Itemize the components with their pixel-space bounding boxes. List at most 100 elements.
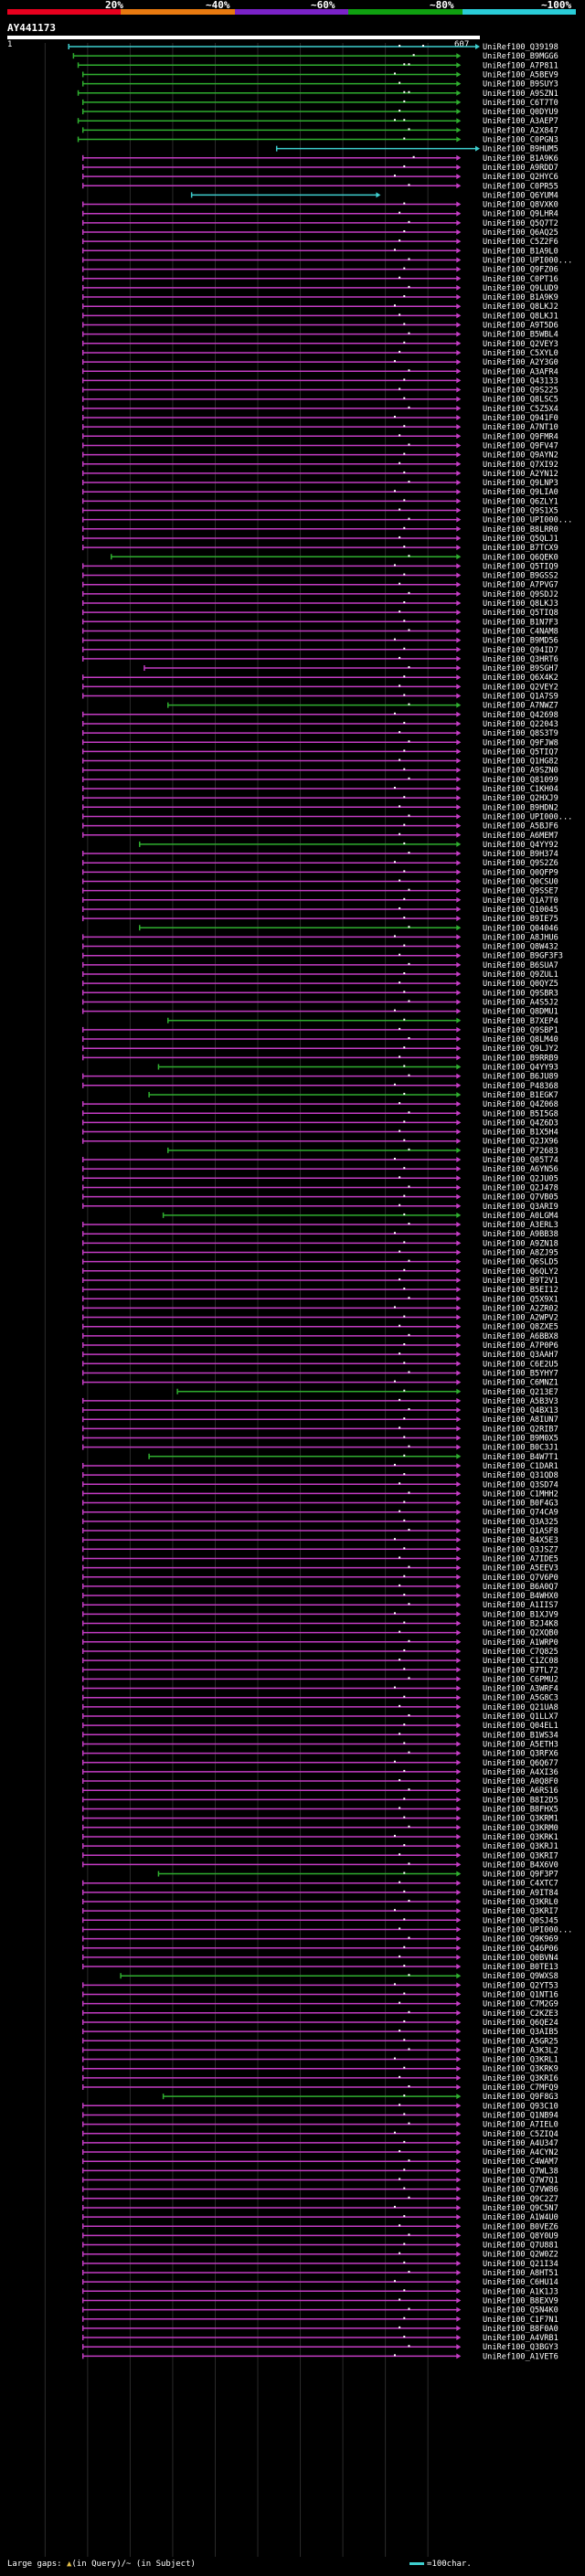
- hit-label[interactable]: UniRef100_A9SZN0: [483, 767, 558, 776]
- hit-row[interactable]: UniRef100_B1A9L0: [81, 247, 558, 256]
- hit-row[interactable]: UniRef100_B8FHX5: [81, 1806, 558, 1815]
- hit-row[interactable]: UniRef100_B7XEP4: [167, 1017, 558, 1026]
- hit-label[interactable]: UniRef100_Q7U881: [483, 2242, 558, 2251]
- hit-label[interactable]: UniRef100_Q9LIA0: [483, 488, 558, 497]
- hit-row[interactable]: UniRef100_B8I2D5: [81, 1796, 558, 1805]
- hit-row[interactable]: UniRef100_Q4YY92: [139, 841, 558, 850]
- hit-label[interactable]: UniRef100_A1K1J3: [483, 2287, 558, 2296]
- hit-label[interactable]: UniRef100_Q6ZLY1: [483, 497, 558, 506]
- hit-row[interactable]: UniRef100_B1XJV9: [81, 1610, 558, 1619]
- hit-label[interactable]: UniRef100_Q3KRJ1: [483, 1842, 558, 1851]
- hit-label[interactable]: UniRef100_A6BBX8: [483, 1332, 558, 1341]
- hit-label[interactable]: UniRef100_C6HU14: [483, 2278, 558, 2287]
- hit-label[interactable]: UniRef100_Q5TIQ7: [483, 747, 558, 757]
- hit-row[interactable]: UniRef100_A9ZN18: [81, 1239, 558, 1248]
- hit-row[interactable]: UniRef100_Q9SBR3: [81, 989, 558, 998]
- hit-row[interactable]: UniRef100_Q2J478: [81, 1183, 558, 1193]
- hit-label[interactable]: UniRef100_Q4Z068: [483, 1100, 558, 1109]
- hit-label[interactable]: UniRef100_Q3KRI7: [483, 1907, 558, 1916]
- hit-label[interactable]: UniRef100_Q0CSU0: [483, 878, 558, 887]
- hit-row[interactable]: UniRef100_B9RRB9: [81, 1054, 558, 1063]
- hit-label[interactable]: UniRef100_Q05T74: [483, 1156, 558, 1165]
- hit-label[interactable]: UniRef100_Q1LLX7: [483, 1712, 558, 1722]
- hit-label[interactable]: UniRef100_B9MD56: [483, 637, 558, 646]
- hit-row[interactable]: UniRef100_Q213E7: [176, 1388, 558, 1397]
- hit-row[interactable]: UniRef100_B7TL72: [81, 1666, 558, 1675]
- hit-label[interactable]: UniRef100_Q3RFX6: [483, 1750, 558, 1759]
- hit-label[interactable]: UniRef100_C0PGN3: [483, 136, 558, 145]
- hit-label[interactable]: UniRef100_B8LRR0: [483, 525, 558, 535]
- hit-label[interactable]: UniRef100_B6SUA7: [483, 961, 558, 970]
- hit-row[interactable]: UniRef100_B7TCX9: [81, 544, 558, 553]
- hit-label[interactable]: UniRef100_Q9FMR4: [483, 432, 558, 441]
- hit-row[interactable]: UniRef100_A2YN12: [81, 470, 558, 479]
- hit-label[interactable]: UniRef100_Q93C10: [483, 2102, 558, 2111]
- hit-label[interactable]: UniRef100_A6YN56: [483, 1165, 558, 1174]
- hit-label[interactable]: UniRef100_B8I2D5: [483, 1796, 558, 1805]
- hit-label[interactable]: UniRef100_Q5X9X1: [483, 1295, 558, 1304]
- hit-label[interactable]: UniRef100_A6RS16: [483, 1786, 558, 1796]
- hit-row[interactable]: UniRef100_B8LRR0: [81, 525, 558, 535]
- hit-label[interactable]: UniRef100_Q2W0Z2: [483, 2251, 558, 2260]
- hit-label[interactable]: UniRef100_Q0SJ45: [483, 1916, 558, 1925]
- hit-row[interactable]: UniRef100_Q9K969: [81, 1935, 558, 1945]
- hit-row[interactable]: UniRef100_Q9LHR4: [81, 210, 558, 219]
- hit-label[interactable]: UniRef100_B9RRB9: [483, 1054, 558, 1063]
- hit-label[interactable]: UniRef100_Q8VXK0: [483, 201, 558, 210]
- hit-row[interactable]: UniRef100_Q3KRK9: [81, 2065, 558, 2074]
- hit-label[interactable]: UniRef100_B0C3J1: [483, 1444, 558, 1453]
- hit-label[interactable]: UniRef100_B9T2V1: [483, 1277, 558, 1286]
- hit-label[interactable]: UniRef100_B8F0A0: [483, 2325, 558, 2334]
- hit-row[interactable]: UniRef100_A5BEV9: [81, 70, 558, 80]
- hit-label[interactable]: UniRef100_C5ZIQ4: [483, 2130, 558, 2139]
- hit-row[interactable]: UniRef100_C0PR55: [81, 182, 558, 191]
- hit-row[interactable]: UniRef100_UPI000...: [81, 812, 573, 822]
- hit-row[interactable]: UniRef100_A6MEM7: [81, 832, 558, 841]
- hit-label[interactable]: UniRef100_Q2HXJ9: [483, 794, 558, 803]
- hit-label[interactable]: UniRef100_Q21I34: [483, 2260, 558, 2269]
- hit-row[interactable]: UniRef100_B9IE75: [81, 915, 558, 924]
- hit-label[interactable]: UniRef100_C5Z2F6: [483, 238, 558, 247]
- hit-row[interactable]: UniRef100_C0PGN3: [77, 136, 558, 145]
- hit-label[interactable]: UniRef100_A3AEP7: [483, 117, 558, 126]
- hit-label[interactable]: UniRef100_Q8S3T9: [483, 729, 558, 738]
- hit-row[interactable]: UniRef100_Q9FZ06: [81, 266, 558, 275]
- hit-label[interactable]: UniRef100_B1N7F3: [483, 618, 558, 627]
- hit-row[interactable]: UniRef100_B9MD56: [81, 637, 558, 646]
- hit-label[interactable]: UniRef100_B9HUM5: [483, 145, 558, 154]
- hit-row[interactable]: UniRef100_Q3ARI9: [81, 1203, 558, 1212]
- hit-label[interactable]: UniRef100_Q3KRM1: [483, 1815, 558, 1824]
- hit-label[interactable]: UniRef100_A0Q8F0: [483, 1777, 558, 1786]
- hit-label[interactable]: UniRef100_Q3JSZ7: [483, 1545, 558, 1554]
- hit-row[interactable]: UniRef100_B0F4G3: [81, 1500, 558, 1509]
- hit-label[interactable]: UniRef100_Q9K969: [483, 1935, 558, 1945]
- hit-label[interactable]: UniRef100_B9M0X5: [483, 1435, 558, 1444]
- hit-label[interactable]: UniRef100_A7PVG7: [483, 581, 558, 590]
- hit-label[interactable]: UniRef100_C1KH04: [483, 785, 558, 794]
- hit-label[interactable]: UniRef100_B1A9L0: [483, 247, 558, 256]
- hit-label[interactable]: UniRef100_Q6SLD5: [483, 1258, 558, 1267]
- hit-label[interactable]: UniRef100_Q2XQB0: [483, 1629, 558, 1638]
- hit-label[interactable]: UniRef100_Q7V6P0: [483, 1574, 558, 1583]
- hit-label[interactable]: UniRef100_Q04046: [483, 924, 558, 933]
- hit-label[interactable]: UniRef100_Q2RIB7: [483, 1425, 558, 1434]
- hit-row[interactable]: UniRef100_Q6Q677: [81, 1759, 558, 1768]
- hit-row[interactable]: UniRef100_Q3AAH7: [81, 1351, 558, 1360]
- hit-row[interactable]: UniRef100_Q1A7T0: [81, 896, 558, 906]
- hit-label[interactable]: UniRef100_Q46P06: [483, 1945, 558, 1954]
- hit-label[interactable]: UniRef100_Q2JX96: [483, 1138, 558, 1147]
- hit-row[interactable]: UniRef100_Q7V6P0: [81, 1574, 558, 1583]
- hit-label[interactable]: UniRef100_B7TL72: [483, 1666, 558, 1675]
- hit-label[interactable]: UniRef100_B9IE75: [483, 915, 558, 924]
- hit-row[interactable]: UniRef100_B1WS34: [81, 1731, 558, 1740]
- hit-row[interactable]: UniRef100_B5I5G8: [81, 1109, 558, 1118]
- hit-row[interactable]: UniRef100_A3AEP7: [77, 117, 558, 126]
- hit-row[interactable]: UniRef100_B9GSS2: [81, 572, 558, 581]
- hit-row[interactable]: UniRef100_Q9LIA0: [81, 488, 558, 497]
- hit-row[interactable]: UniRef100_A9RDD7: [81, 164, 558, 173]
- hit-row[interactable]: UniRef100_Q9S225: [81, 387, 558, 396]
- hit-row[interactable]: UniRef100_B9H374: [81, 850, 558, 859]
- hit-row[interactable]: UniRef100_UPI000...: [81, 1925, 573, 1935]
- hit-label[interactable]: UniRef100_Q81099: [483, 776, 558, 785]
- hit-row[interactable]: UniRef100_C1F7N1: [81, 2316, 558, 2325]
